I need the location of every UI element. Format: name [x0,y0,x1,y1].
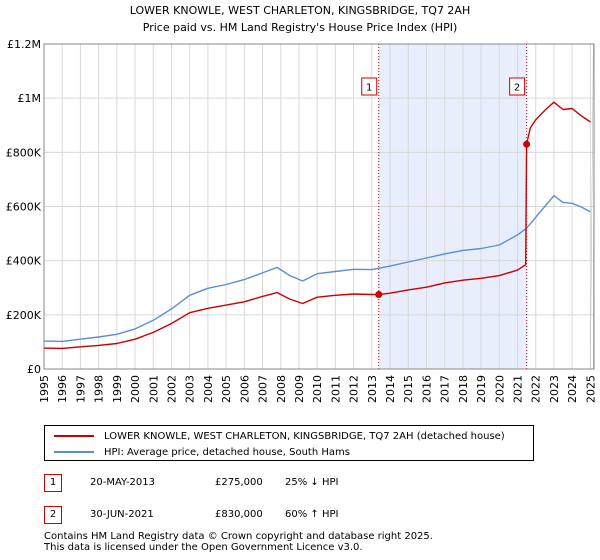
y-tick-label: £1.2M [7,38,41,51]
x-tick-label: 2004 [202,375,215,403]
x-tick-label: 2011 [329,375,342,403]
series-line [43,194,591,343]
x-tick-label: 2020 [493,375,506,403]
x-tick-label: 2005 [220,375,233,403]
transaction-date: 20-MAY-2013 [90,477,156,488]
hatch-line [590,43,594,370]
x-tick-label: 2017 [439,375,452,403]
y-tick-label: £200K [6,309,42,322]
transaction-date: 30-JUN-2021 [90,509,154,520]
legend-swatch-hpi [54,451,94,453]
legend-swatch-property [54,435,94,437]
x-tick-label: 2007 [257,375,270,403]
y-tick-label: £1M [18,92,42,105]
x-tick-label: 2003 [184,375,197,403]
y-tick-label: £400K [6,255,42,268]
transaction-point [375,291,383,299]
y-tick-label: £0 [27,363,41,376]
x-tick-label: 2009 [293,375,306,403]
x-tick-label: 2016 [420,375,433,403]
x-tick-label: 2010 [311,375,324,403]
x-tick-label: 2019 [475,375,488,403]
transaction-hpi: 60% ↑ HPI [285,509,339,520]
x-tick-label: 2014 [384,375,397,403]
x-tick-label: 2025 [584,375,597,403]
transaction-hpi: 25% ↓ HPI [285,477,339,488]
series-line [43,101,591,350]
transaction-number: 1 [44,474,62,492]
x-tick-label: 1995 [38,375,51,403]
transaction-price: £830,000 [215,509,263,520]
x-tick-label: 1998 [93,375,106,403]
x-tick-label: 2002 [165,375,178,403]
x-tick-label: 2023 [548,375,561,403]
x-tick-label: 1999 [111,375,124,403]
x-tick-label: 2001 [147,375,160,403]
y-tick-label: £800K [6,146,42,159]
transaction-number: 2 [44,506,62,524]
footer: Contains HM Land Registry data © Crown c… [44,531,584,553]
x-tick-label: 2006 [238,375,251,403]
transaction-label: 2 [514,83,520,94]
x-tick-label: 2022 [530,375,543,403]
x-tick-label: 2012 [348,375,361,403]
transaction-price: £275,000 [215,477,263,488]
x-tick-label: 2018 [457,375,470,403]
legend-label-hpi: HPI: Average price, detached house, Sout… [104,446,350,458]
transaction-label-box [509,77,526,96]
x-tick-label: 2000 [129,375,142,403]
plot-frame [43,43,595,370]
x-tick-label: 2008 [275,375,288,403]
chart: LOWER KNOWLE, WEST CHARLETON, KINGSBRIDG… [6,4,598,403]
legend: LOWER KNOWLE, WEST CHARLETON, KINGSBRIDG… [44,425,534,461]
transaction-label-box [361,77,378,96]
transaction-label: 1 [366,83,372,94]
y-tick-label: £600K [6,201,42,214]
transaction-point [523,140,531,148]
x-tick-label: 2024 [566,375,579,403]
legend-label-property: LOWER KNOWLE, WEST CHARLETON, KINGSBRIDG… [104,430,505,442]
footer-line-1: Contains HM Land Registry data © Crown c… [44,531,433,542]
x-tick-label: 1997 [74,375,87,403]
x-tick-label: 2021 [512,375,525,403]
x-tick-label: 1996 [56,375,69,403]
chart-subtitle: Price paid vs. HM Land Registry's House … [143,21,458,34]
chart-title: LOWER KNOWLE, WEST CHARLETON, KINGSBRIDG… [130,4,470,17]
legend-item-hpi: HPI: Average price, detached house, Sout… [54,444,350,460]
legend-item-property: LOWER KNOWLE, WEST CHARLETON, KINGSBRIDG… [54,428,505,444]
footer-line-2: This data is licensed under the Open Gov… [44,542,363,553]
x-tick-label: 2013 [366,375,379,403]
x-tick-label: 2015 [402,375,415,403]
